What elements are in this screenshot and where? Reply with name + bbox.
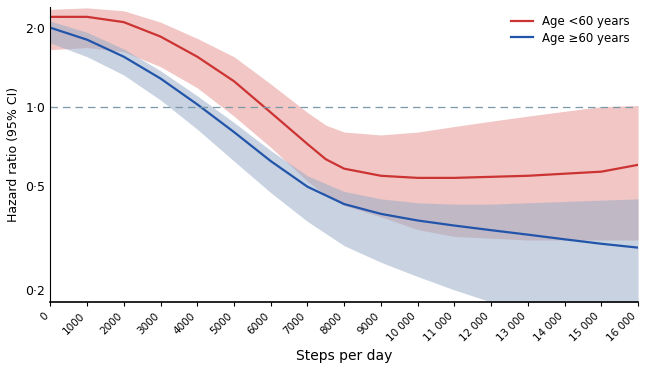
Age <60 years — [561, 171, 568, 176]
Age ≥60 years — [597, 242, 605, 246]
Y-axis label: Hazard ratio (95% CI): Hazard ratio (95% CI) — [7, 87, 20, 222]
Age ≥60 years — [267, 159, 275, 163]
Age ≥60 years — [487, 228, 495, 232]
Legend: Age <60 years, Age ≥60 years: Age <60 years, Age ≥60 years — [509, 13, 632, 47]
Age ≥60 years — [524, 232, 531, 237]
Age <60 years — [450, 176, 458, 180]
X-axis label: Steps per day: Steps per day — [296, 349, 392, 363]
Age ≥60 years — [450, 223, 458, 228]
Age <60 years — [83, 15, 91, 19]
Age ≥60 years — [230, 130, 238, 134]
Age ≥60 years — [194, 102, 201, 107]
Age <60 years — [120, 20, 128, 24]
Age <60 years — [267, 110, 275, 115]
Age <60 years — [487, 175, 495, 179]
Age <60 years — [414, 176, 422, 180]
Age <60 years — [157, 34, 164, 39]
Age ≥60 years — [46, 26, 54, 30]
Age <60 years — [230, 79, 238, 84]
Age <60 years — [377, 174, 385, 178]
Age ≥60 years — [341, 202, 348, 206]
Age ≥60 years — [120, 54, 128, 59]
Age <60 years — [634, 162, 642, 167]
Age <60 years — [524, 174, 531, 178]
Age <60 years — [322, 157, 330, 161]
Line: Age <60 years: Age <60 years — [50, 17, 638, 178]
Age ≥60 years — [634, 245, 642, 250]
Age ≥60 years — [157, 76, 164, 81]
Age <60 years — [597, 169, 605, 174]
Age <60 years — [194, 54, 201, 59]
Age <60 years — [304, 142, 312, 146]
Age <60 years — [46, 15, 54, 19]
Line: Age ≥60 years: Age ≥60 years — [50, 28, 638, 248]
Age ≥60 years — [561, 237, 568, 242]
Age <60 years — [341, 166, 348, 171]
Age ≥60 years — [377, 212, 385, 216]
Age ≥60 years — [304, 185, 312, 189]
Age ≥60 years — [414, 218, 422, 223]
Age ≥60 years — [83, 37, 91, 42]
